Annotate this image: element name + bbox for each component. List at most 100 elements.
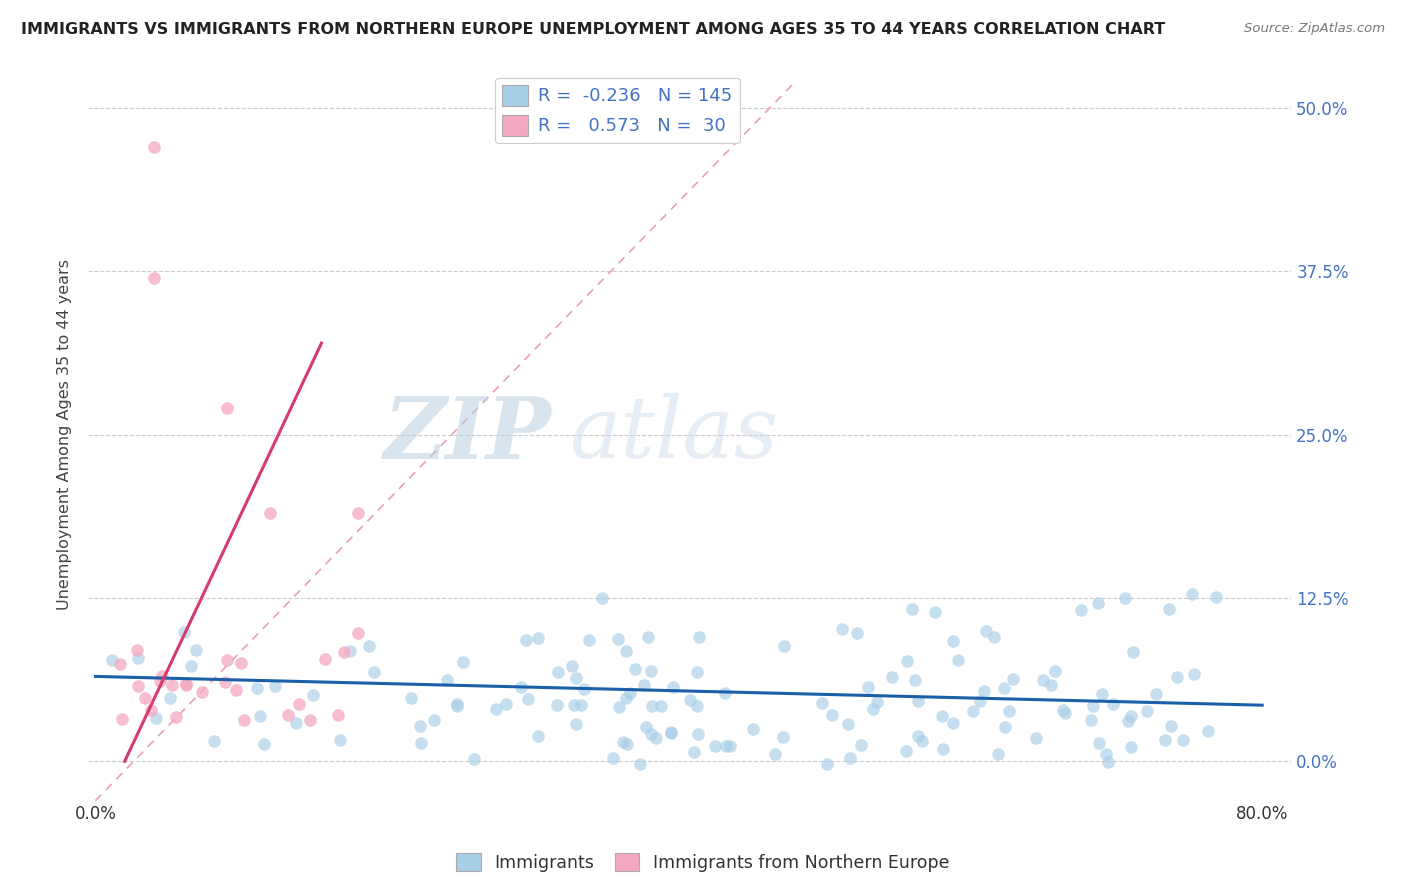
- Point: [1087, 596, 1109, 610]
- Point: [446, 698, 468, 713]
- Point: [942, 716, 965, 731]
- Point: [815, 757, 838, 772]
- Point: [127, 642, 149, 657]
- Point: [942, 634, 965, 648]
- Point: [962, 704, 984, 718]
- Point: [127, 650, 149, 665]
- Point: [160, 678, 183, 692]
- Point: [606, 632, 628, 647]
- Point: [659, 726, 682, 740]
- Point: [485, 702, 508, 716]
- Point: [637, 630, 659, 644]
- Point: [191, 685, 214, 699]
- Point: [1166, 670, 1188, 684]
- Point: [547, 665, 569, 680]
- Point: [565, 671, 588, 685]
- Point: [1153, 732, 1175, 747]
- Point: [1039, 678, 1062, 692]
- Point: [578, 632, 600, 647]
- Point: [100, 653, 122, 667]
- Point: [602, 750, 624, 764]
- Point: [640, 698, 662, 713]
- Point: [650, 698, 672, 713]
- Point: [527, 729, 550, 743]
- Point: [326, 707, 349, 722]
- Point: [401, 691, 423, 706]
- Point: [1182, 667, 1205, 681]
- Point: [644, 731, 666, 745]
- Y-axis label: Unemployment Among Ages 35 to 44 years: Unemployment Among Ages 35 to 44 years: [58, 259, 72, 610]
- Point: [1160, 719, 1182, 733]
- Point: [862, 702, 884, 716]
- Point: [149, 674, 172, 689]
- Point: [231, 657, 253, 671]
- Point: [215, 401, 238, 416]
- Point: [329, 733, 352, 747]
- Point: [108, 657, 131, 671]
- Point: [1122, 645, 1144, 659]
- Point: [165, 710, 187, 724]
- Point: [931, 708, 953, 723]
- Point: [614, 691, 637, 706]
- Point: [983, 630, 1005, 644]
- Point: [866, 695, 889, 709]
- Text: ZIP: ZIP: [384, 392, 551, 476]
- Point: [640, 727, 662, 741]
- Point: [718, 739, 741, 753]
- Point: [703, 739, 725, 753]
- Point: [1121, 740, 1143, 755]
- Point: [565, 717, 588, 731]
- Point: [974, 624, 997, 638]
- Point: [571, 698, 593, 712]
- Point: [636, 720, 658, 734]
- Point: [264, 679, 287, 693]
- Point: [811, 696, 834, 710]
- Point: [422, 713, 444, 727]
- Point: [640, 665, 662, 679]
- Point: [202, 734, 225, 748]
- Point: [994, 720, 1017, 734]
- Point: [409, 735, 432, 749]
- Point: [630, 757, 652, 772]
- Point: [821, 707, 844, 722]
- Point: [495, 697, 517, 711]
- Point: [661, 725, 683, 739]
- Point: [1083, 699, 1105, 714]
- Point: [742, 723, 765, 737]
- Point: [546, 698, 568, 713]
- Point: [688, 630, 710, 644]
- Point: [1095, 747, 1118, 761]
- Point: [1119, 709, 1142, 723]
- Point: [527, 631, 550, 645]
- Point: [446, 697, 468, 711]
- Point: [1043, 664, 1066, 678]
- Point: [287, 698, 309, 712]
- Point: [253, 737, 276, 751]
- Point: [347, 506, 370, 520]
- Point: [831, 622, 853, 636]
- Point: [141, 703, 163, 717]
- Point: [1102, 697, 1125, 711]
- Point: [773, 640, 796, 654]
- Point: [436, 673, 458, 687]
- Point: [284, 715, 307, 730]
- Point: [924, 606, 946, 620]
- Point: [838, 751, 860, 765]
- Point: [772, 731, 794, 745]
- Point: [363, 665, 385, 680]
- Point: [409, 719, 432, 733]
- Point: [846, 626, 869, 640]
- Point: [357, 639, 380, 653]
- Point: [173, 624, 195, 639]
- Point: [174, 678, 197, 692]
- Point: [624, 662, 647, 676]
- Point: [299, 713, 322, 727]
- Point: [894, 744, 917, 758]
- Point: [1025, 731, 1047, 746]
- Point: [616, 737, 638, 751]
- Point: [339, 643, 361, 657]
- Point: [911, 734, 934, 748]
- Point: [145, 710, 167, 724]
- Point: [880, 670, 903, 684]
- Point: [463, 752, 485, 766]
